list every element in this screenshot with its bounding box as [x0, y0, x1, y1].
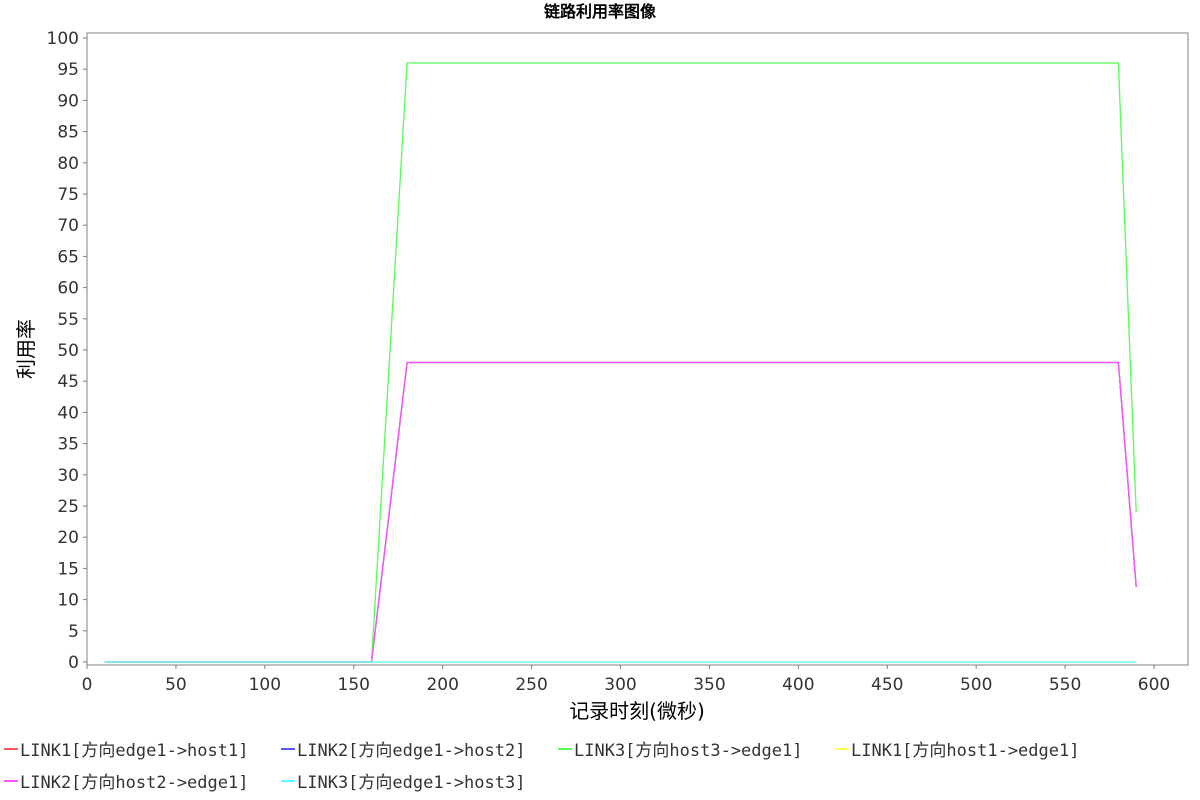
- y-axis-label: 利用率: [14, 319, 38, 379]
- y-tick-label: 0: [68, 653, 79, 673]
- x-tick-label: 500: [960, 675, 992, 695]
- x-tick-label: 0: [82, 675, 93, 695]
- legend-item-4: LINK1[方向host1->edge1]: [835, 741, 1079, 761]
- legend-item-3: LINK3[方向host3->edge1]: [558, 741, 802, 761]
- legend-item-2: LINK2[方向edge1->host2]: [281, 741, 525, 761]
- series-layer: [104, 62, 1137, 663]
- chart-title: 链路利用率图像: [544, 2, 657, 21]
- y-tick-label: 90: [57, 91, 79, 111]
- y-tick-label: 95: [57, 60, 79, 80]
- x-tick-label: 250: [515, 675, 547, 695]
- y-tick-label: 45: [57, 372, 79, 392]
- legend-label: LINK1[方向edge1->host1]: [20, 741, 248, 761]
- legend-label: LINK1[方向host1->edge1]: [851, 741, 1079, 761]
- x-tick-label: 350: [693, 675, 725, 695]
- legend-item-6: LINK3[方向edge1->host3]: [281, 773, 525, 793]
- x-tick-label: 600: [1138, 675, 1170, 695]
- x-tick-label: 200: [426, 675, 458, 695]
- x-tick-label: 100: [249, 675, 281, 695]
- y-tick-label: 60: [57, 279, 79, 299]
- x-axis-label: 记录时刻(微秒): [569, 699, 705, 723]
- y-tick-label: 40: [57, 403, 79, 423]
- y-tick-label: 50: [57, 341, 79, 361]
- y-tick-label: 35: [57, 435, 79, 455]
- y-tick-label: 5: [68, 622, 79, 642]
- legend-label: LINK2[方向host2->edge1]: [20, 773, 248, 793]
- legend-item-5: LINK2[方向host2->edge1]: [4, 773, 248, 793]
- y-tick-label: 10: [57, 591, 79, 611]
- x-tick-label: 150: [338, 675, 370, 695]
- y-tick-label: 70: [57, 216, 79, 236]
- x-tick-label: 400: [782, 675, 814, 695]
- axes: 0 5 10 15 20 25 30 35 40 45 50 55 60 65 70 75 80 85 90 95 10…: [47, 29, 1171, 695]
- legend-label: LINK3[方向edge1->host3]: [297, 773, 525, 793]
- legend-label: LINK3[方向host3->edge1]: [574, 741, 802, 761]
- y-tick-label: 80: [57, 154, 79, 174]
- y-tick-label: 55: [57, 310, 79, 330]
- legend-item-1: LINK1[方向edge1->host1]: [4, 741, 248, 761]
- y-tick-label: 85: [57, 123, 79, 143]
- x-tick-label: 450: [871, 675, 903, 695]
- y-tick-label: 20: [57, 528, 79, 548]
- y-tick-label: 25: [57, 497, 79, 517]
- x-tick-label: 550: [1049, 675, 1081, 695]
- plot-area: [86, 32, 1189, 666]
- legend: LINK1[方向edge1->host1] LINK2[方向edge1->host…: [4, 741, 1079, 793]
- y-tick-label: 75: [57, 185, 79, 205]
- y-tick-label: 65: [57, 247, 79, 267]
- x-tick-label: 300: [604, 675, 636, 695]
- y-tick-label: 15: [57, 559, 79, 579]
- x-tick-label: 50: [165, 675, 187, 695]
- y-tick-label: 30: [57, 466, 79, 486]
- legend-label: LINK2[方向edge1->host2]: [297, 741, 525, 761]
- y-tick-label: 100: [47, 29, 79, 49]
